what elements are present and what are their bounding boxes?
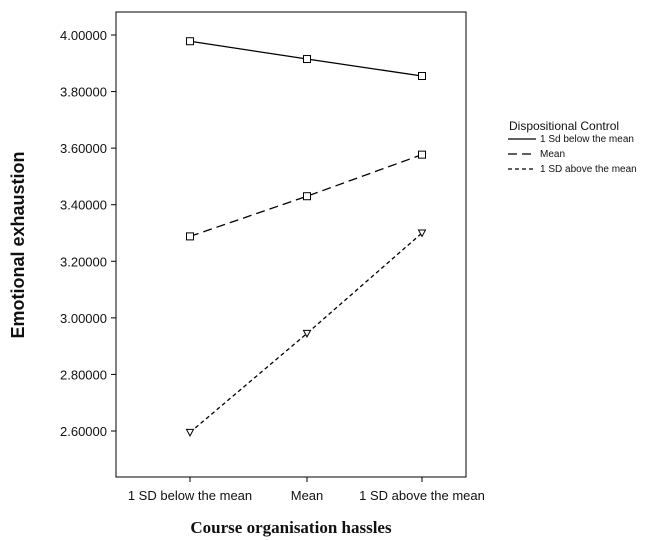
- legend-item: 1 Sd below the mean: [508, 134, 634, 145]
- legend-label: Mean: [540, 149, 565, 160]
- plot-area: [115, 11, 467, 478]
- y-tick-label: 3.00000: [60, 311, 107, 326]
- data-point-marker: [303, 192, 311, 201]
- data-point-marker: [417, 229, 427, 238]
- series-2: [186, 150, 426, 241]
- x-axis-title: Course organisation hassles: [190, 518, 392, 537]
- data-point-marker: [185, 428, 195, 437]
- legend-item: 1 SD above the mean: [508, 164, 637, 175]
- x-tick-label: Mean: [291, 488, 324, 503]
- y-tick-label: 2.60000: [60, 424, 107, 439]
- data-point-marker: [303, 55, 311, 64]
- x-axis: 1 SD below the mean Mean 1 SD above the me…: [128, 477, 485, 503]
- x-tick-label: 1 SD above the mean: [359, 488, 485, 503]
- y-tick-label: 3.40000: [60, 198, 107, 213]
- legend: Dispositional Control 1 Sd below the mea…: [508, 119, 637, 175]
- x-tick-label: 1 SD below the mean: [128, 488, 252, 503]
- legend-label: 1 SD above the mean: [540, 164, 637, 175]
- data-point-marker: [186, 37, 194, 46]
- legend-item: Mean: [508, 149, 565, 160]
- legend-title: Dispositional Control: [509, 119, 619, 133]
- legend-items: 1 Sd below the mean Mean 1 SD above the me…: [508, 134, 637, 175]
- series-3: [185, 229, 427, 437]
- y-tick-label: 3.60000: [60, 141, 107, 156]
- y-tick-label: 2.80000: [60, 367, 107, 382]
- y-tick-label: 4.00000: [60, 28, 107, 43]
- data-point-marker: [302, 329, 312, 338]
- y-tick-label: 3.80000: [60, 85, 107, 100]
- data-point-marker: [418, 150, 426, 159]
- y-axis-title: Emotional exhaustion: [8, 151, 28, 338]
- data-point-marker: [186, 232, 194, 241]
- legend-label: 1 Sd below the mean: [540, 134, 634, 145]
- series-1: [186, 37, 426, 81]
- series-line: [189, 232, 423, 433]
- series-layer: [185, 37, 427, 437]
- data-point-marker: [418, 72, 426, 81]
- y-axis: 2.60000 2.80000 3.00000 3.20000 3.40000 3.600…: [60, 28, 116, 439]
- y-tick-label: 3.20000: [60, 254, 107, 269]
